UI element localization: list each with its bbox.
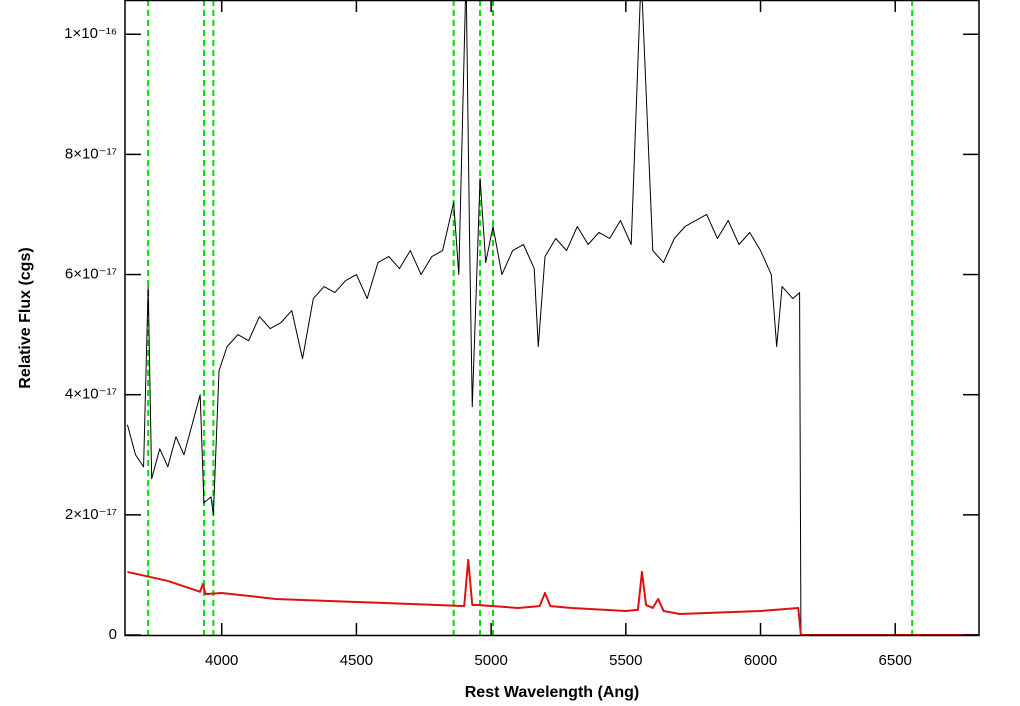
x-tick-label: 5500	[609, 652, 642, 669]
y-tick-label: 4×10⁻¹⁷	[65, 386, 117, 403]
y-tick-label: 1×10⁻¹⁶	[64, 25, 117, 42]
spectrum-line	[126, 0, 979, 635]
y-axis-title: Relative Flux (cgs)	[17, 247, 34, 388]
x-tick-label: 4500	[340, 652, 373, 669]
y-tick-label: 6×10⁻¹⁷	[65, 266, 117, 283]
x-tick-label: 6000	[744, 652, 777, 669]
y-tick-label: 0	[109, 626, 117, 643]
y-tick-label: 8×10⁻¹⁷	[65, 145, 117, 162]
x-tick-label: 6500	[879, 652, 912, 669]
x-tick-label: 4000	[205, 652, 238, 669]
x-axis-title: Rest Wavelength (Ang)	[465, 684, 640, 701]
frame	[124, 0, 980, 637]
y-tick-label: 2×10⁻¹⁷	[65, 506, 117, 523]
plot-area	[126, 0, 979, 635]
x-tick-label: 5000	[474, 652, 507, 669]
spectrum-line	[127, 558, 979, 635]
